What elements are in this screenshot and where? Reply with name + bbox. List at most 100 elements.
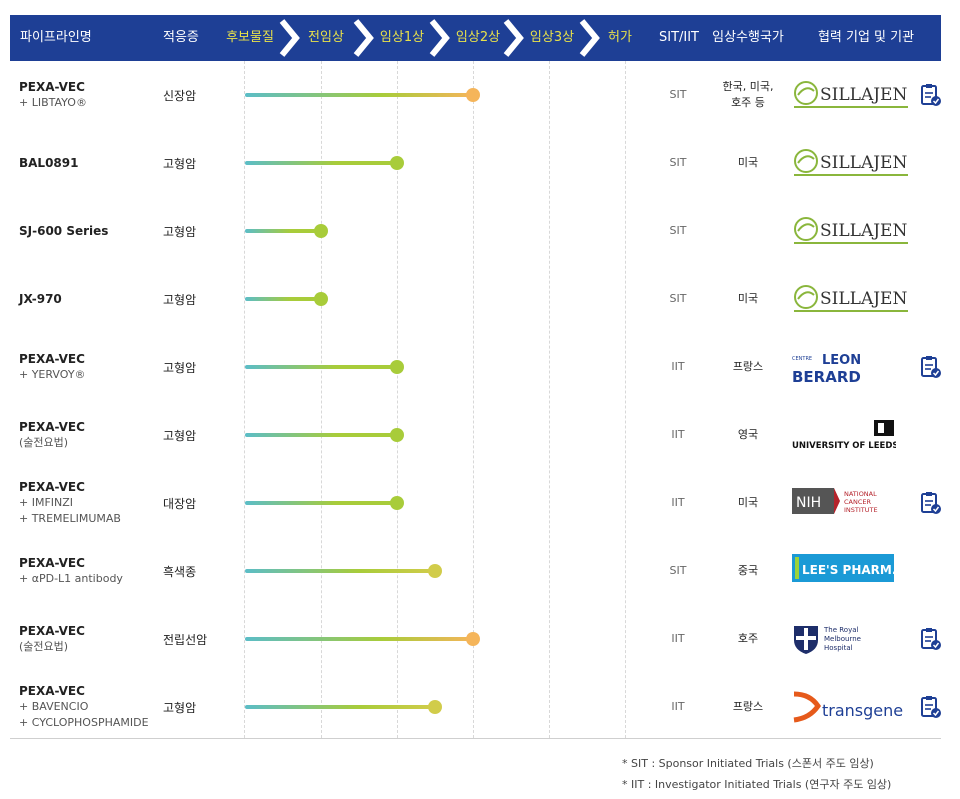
svg-text:transgene: transgene: [822, 701, 903, 720]
pipeline-row: BAL0891 고형암 SIT 미국 SILLAJEN: [10, 129, 941, 197]
pipeline-name-main: PEXA-VEC: [19, 480, 85, 494]
sillajen-logo: SILLAJEN: [792, 146, 910, 184]
trial-type: SIT: [669, 156, 687, 169]
pipeline-name-main: PEXA-VEC: [19, 352, 85, 366]
header-partner: 협력 기업 및 기관: [817, 30, 915, 45]
pipeline-row: PEXA-VEC + αPD-L1 antibody 흑색종 SIT 중국 LEE'S P…: [10, 537, 941, 605]
progress-dot: [428, 700, 442, 714]
clipboard-check-icon[interactable]: [920, 695, 942, 723]
svg-text:Melbourne: Melbourne: [824, 635, 861, 643]
progress-bar: [245, 637, 473, 641]
indication-label: 신장암: [163, 89, 197, 103]
svg-text:SILLAJEN: SILLAJEN: [820, 85, 907, 105]
svg-text:SILLAJEN: SILLAJEN: [820, 221, 907, 241]
pipeline-name-combination: + αPD-L1 antibody: [19, 572, 123, 585]
trial-country: 미국: [710, 495, 786, 511]
clipboard-check-icon[interactable]: [920, 83, 942, 111]
trial-country: 프랑스: [710, 359, 786, 375]
header-stage-phase3: 임상3상: [529, 30, 575, 45]
progress-dot: [390, 360, 404, 374]
header-sit-iit: SIT/IIT: [658, 30, 699, 45]
trial-country-line: 중국: [737, 564, 759, 577]
indication-label: 대장암: [163, 497, 197, 511]
progress-dot: [428, 564, 442, 578]
pipeline-name-combination: + TREMELIMUMAB: [19, 512, 121, 525]
pipeline-name: PEXA-VEC (술전요법): [19, 419, 85, 451]
progress-bar: [245, 705, 435, 709]
trial-type: IIT: [671, 700, 685, 713]
pipeline-name: PEXA-VEC (술전요법): [19, 623, 85, 655]
stage-divider: [244, 61, 245, 738]
pipeline-row: SJ-600 Series 고형암 SIT SILLAJEN: [10, 197, 941, 265]
pipeline-name: PEXA-VEC + αPD-L1 antibody: [19, 555, 123, 587]
pipeline-name-main: BAL0891: [19, 156, 79, 170]
clipboard-check-icon[interactable]: [920, 355, 942, 383]
trial-country-line: 프랑스: [732, 360, 764, 373]
royal-melbourne-logo: The Royal Melbourne Hospital: [792, 622, 876, 660]
nih-logo: NIH NATIONAL CANCER INSTITUTE: [792, 486, 888, 520]
trial-country-line: 미국: [737, 292, 759, 305]
pipeline-name-main: PEXA-VEC: [19, 420, 85, 434]
svg-text:The Royal: The Royal: [823, 626, 859, 634]
note-iit: * IIT : Investigator Initiated Trials (연…: [622, 778, 892, 791]
progress-bar: [245, 569, 435, 573]
svg-text:INSTITUTE: INSTITUTE: [844, 506, 878, 514]
leeds-logo: UNIVERSITY OF LEEDS: [792, 418, 899, 456]
pipeline-name-main: PEXA-VEC: [19, 80, 85, 94]
pipeline-name: PEXA-VEC + LIBTAYO®: [19, 79, 87, 111]
svg-text:Hospital: Hospital: [824, 644, 853, 652]
stage-divider: [549, 61, 550, 738]
header-stage-candidate: 후보물질: [226, 30, 274, 45]
leon-berard-logo: CENTRE LEON BERARD: [792, 350, 872, 390]
pipeline-name-main: PEXA-VEC: [19, 684, 85, 698]
svg-text:SILLAJEN: SILLAJEN: [820, 153, 907, 173]
chevron-right-icon: [278, 15, 300, 61]
table-bottom-border: [10, 738, 941, 739]
sillajen-logo: SILLAJEN: [792, 78, 910, 116]
stage-divider: [625, 61, 626, 738]
stage-divider: [397, 61, 398, 738]
trial-type: IIT: [671, 496, 685, 509]
svg-text:NIH: NIH: [796, 495, 821, 511]
header-stage-phase2: 임상2상: [455, 30, 501, 45]
clipboard-check-icon[interactable]: [920, 491, 942, 519]
indication-label: 고형암: [163, 293, 197, 307]
pipeline-name: PEXA-VEC + BAVENCIO + CYCLOPHOSPHAMIDE: [19, 683, 149, 731]
svg-text:SILLAJEN: SILLAJEN: [820, 289, 907, 309]
trial-country-line: 영국: [737, 428, 759, 441]
pipeline-row: PEXA-VEC (술전요법) 전립선암 IIT 호주 The Royal Melbourn…: [10, 605, 941, 673]
progress-dot: [390, 428, 404, 442]
pipeline-name-combination: + YERVOY®: [19, 368, 86, 381]
lees-pharm-logo: LEE'S PHARM.: [792, 554, 896, 588]
chevron-right-icon: [352, 15, 374, 61]
indication-label: 고형암: [163, 701, 197, 715]
pipeline-name-combination: (술전요법): [19, 436, 69, 449]
pipeline-name: PEXA-VEC + YERVOY®: [19, 351, 86, 383]
pipeline-row: PEXA-VEC (술전요법) 고형암 IIT 영국 UNIVERSITY OF LEED…: [10, 401, 941, 469]
trial-country-line: 미국: [737, 496, 759, 509]
indication-label: 전립선암: [163, 633, 208, 647]
progress-bar: [245, 297, 321, 301]
chevron-right-icon: [502, 15, 524, 61]
header-pipeline-name: 파이프라인명: [20, 30, 92, 45]
svg-text:LEON: LEON: [822, 353, 861, 368]
progress-bar: [245, 229, 321, 233]
pipeline-name: BAL0891: [19, 155, 78, 171]
pipeline-name-main: PEXA-VEC: [19, 624, 85, 638]
pipeline-name-main: JX-970: [19, 292, 62, 306]
trial-country-line: 호주 등: [731, 96, 765, 109]
header-stage-preclinical: 전임상: [308, 30, 344, 45]
header-indication: 적응증: [163, 30, 199, 45]
clipboard-check-icon[interactable]: [920, 627, 942, 655]
pipeline-name: JX-970: [19, 291, 62, 307]
progress-dot: [390, 496, 404, 510]
pipeline-name-combination: + LIBTAYO®: [19, 96, 87, 109]
header-country: 임상수행국가: [712, 30, 784, 45]
sillajen-logo: SILLAJEN: [792, 282, 910, 320]
trial-type: SIT: [669, 224, 687, 237]
progress-bar: [245, 433, 397, 437]
note-sit: * SIT : Sponsor Initiated Trials (스폰서 주도…: [622, 757, 874, 770]
progress-dot: [314, 292, 328, 306]
header-stage-approval: 허가: [608, 30, 632, 45]
pipeline-row: PEXA-VEC + YERVOY® 고형암 IIT 프랑스 CENTRE LEON BERA…: [10, 333, 941, 401]
